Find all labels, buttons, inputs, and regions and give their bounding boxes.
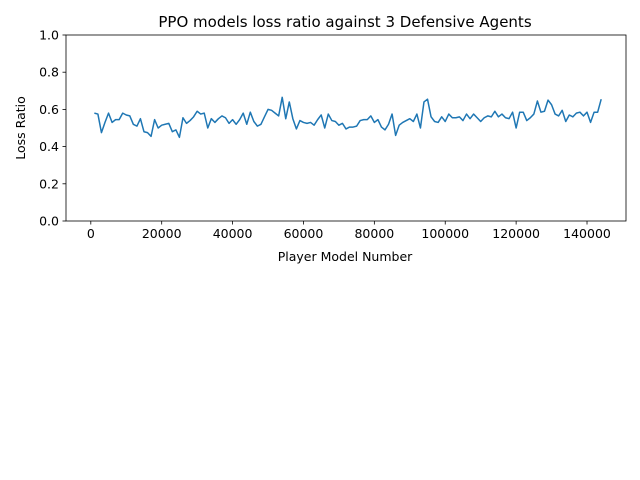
- series-layer: [94, 96, 602, 139]
- y-axis-ticks: 0.0 0.2 0.4 0.6 0.8 1.0: [39, 28, 66, 229]
- y-tick-label: 0.8: [39, 65, 59, 80]
- y-tick-label: 0.0: [39, 214, 59, 229]
- y-tick-label: 0.6: [39, 102, 59, 117]
- x-tick-label: 40000: [213, 226, 253, 241]
- y-tick-label: 0.4: [39, 139, 59, 154]
- x-tick-label: 0: [87, 226, 95, 241]
- x-tick-label: 100000: [421, 226, 469, 241]
- chart-title: PPO models loss ratio against 3 Defensiv…: [158, 13, 531, 31]
- series-line-0: [94, 96, 602, 139]
- x-axis-ticks: 0 20000 40000 60000 80000 100000 120000 140000: [87, 221, 611, 241]
- x-tick-label: 140000: [563, 226, 611, 241]
- plot-frame: [65, 34, 627, 222]
- x-tick-label: 20000: [142, 226, 182, 241]
- y-tick-label: 1.0: [39, 28, 59, 43]
- x-tick-label: 120000: [492, 226, 540, 241]
- x-axis-label: Player Model Number: [278, 249, 413, 264]
- y-tick-label: 0.2: [39, 176, 59, 191]
- x-tick-label: 80000: [354, 226, 394, 241]
- x-tick-label: 60000: [284, 226, 324, 241]
- plot-area: [65, 34, 627, 222]
- y-axis-label: Loss Ratio: [13, 96, 28, 159]
